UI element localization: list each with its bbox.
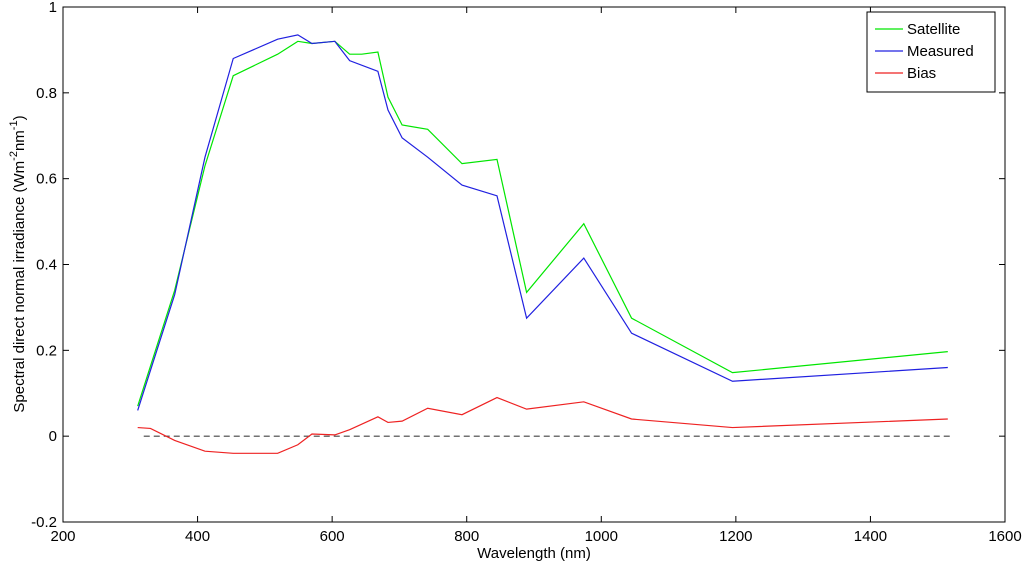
y-label-part: nm bbox=[11, 130, 28, 151]
x-tick-label: 1000 bbox=[585, 528, 618, 545]
y-tick-label: 0.2 bbox=[36, 342, 57, 359]
legend-label: Satellite bbox=[907, 21, 960, 38]
y-label-sup: -2 bbox=[8, 151, 20, 161]
y-tick-label: 1 bbox=[49, 0, 57, 16]
y-tick-label: 0.6 bbox=[36, 171, 57, 188]
legend: Satellite Measured Bias bbox=[866, 11, 996, 93]
legend-label: Measured bbox=[907, 43, 974, 60]
x-tick-label: 1600 bbox=[988, 528, 1021, 545]
y-axis-label: Spectral direct normal irradiance (Wm-2n… bbox=[8, 115, 28, 412]
x-tick-label: 400 bbox=[185, 528, 210, 545]
y-tick-label: -0.2 bbox=[31, 514, 57, 531]
x-tick-label: 1200 bbox=[719, 528, 752, 545]
y-label-part: ) bbox=[11, 115, 28, 120]
series-line bbox=[137, 34, 948, 411]
y-tick-label: 0.4 bbox=[36, 257, 57, 274]
x-tick-label: 1400 bbox=[854, 528, 887, 545]
series-line bbox=[137, 396, 948, 454]
legend-box bbox=[866, 11, 996, 93]
x-tick-label: 800 bbox=[454, 528, 479, 545]
x-tick-label: 200 bbox=[50, 528, 75, 545]
y-label-part: Spectral direct normal irradiance (Wm bbox=[11, 161, 28, 413]
plot-area bbox=[62, 6, 1006, 523]
y-label-sup: -1 bbox=[8, 120, 20, 130]
series-line bbox=[137, 40, 948, 407]
y-tick-label: 0 bbox=[49, 428, 57, 445]
y-tick-label: 0.8 bbox=[36, 85, 57, 102]
x-tick-label: 600 bbox=[320, 528, 345, 545]
legend-label: Bias bbox=[907, 65, 936, 82]
x-axis-label: Wavelength (nm) bbox=[477, 545, 591, 562]
